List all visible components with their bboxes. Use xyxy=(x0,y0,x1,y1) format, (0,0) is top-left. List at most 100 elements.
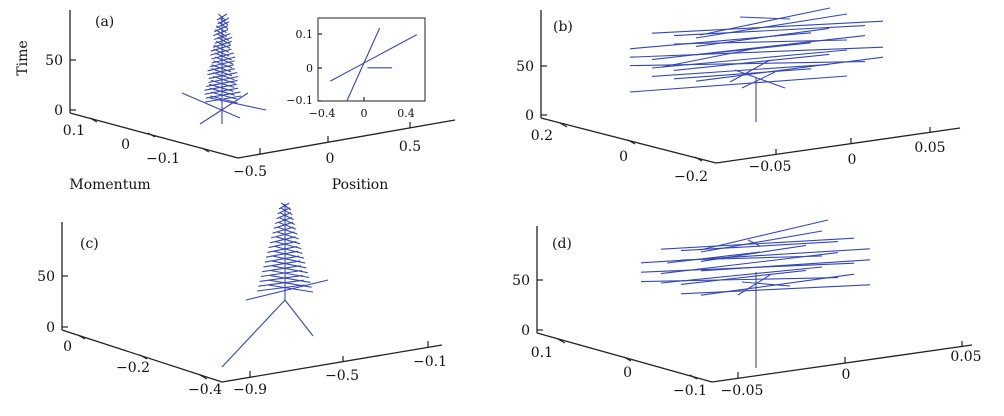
a-inset-line xyxy=(330,60,368,82)
a-inset: 0.1 0 −0.1 −0.4 0 0.4 xyxy=(286,17,426,120)
a-inset-xtick-label: 0.4 xyxy=(397,107,415,120)
b-xtick-label: 0.05 xyxy=(914,140,945,156)
d-trajectory-segment xyxy=(680,284,871,295)
a-inset-lines xyxy=(330,27,418,102)
c-trajectory-segment xyxy=(258,279,304,287)
a-inset-ytick-label: 0.1 xyxy=(296,28,314,41)
a-inset-xtick-label: 0 xyxy=(361,107,368,120)
b-trajectory-segment xyxy=(673,68,812,80)
c-ytick-mark xyxy=(139,354,148,360)
d-ytick-label: 0.1 xyxy=(531,345,553,361)
c-trajectory-segment xyxy=(275,236,301,245)
c-trajectory-segment xyxy=(256,284,305,292)
c-ytick-label: −0.2 xyxy=(116,360,150,376)
b-trajectory-segment xyxy=(651,63,830,77)
a-inset-ytick-label: −0.1 xyxy=(286,94,313,107)
a-ytick-label: −0.1 xyxy=(146,151,180,167)
b-trajectory-segment xyxy=(695,56,884,82)
d-trajectory-segment xyxy=(640,277,839,283)
c-ztick-label: 0 xyxy=(46,320,55,336)
a-inset-line xyxy=(346,27,381,102)
b-trajectory-segment xyxy=(729,59,771,83)
a-trajectory-segment xyxy=(181,92,241,119)
c-trajectory-segment xyxy=(274,245,303,254)
b-trajectory-segment xyxy=(629,61,866,67)
c-trajectory-segment xyxy=(274,216,293,225)
a-time-label: Time xyxy=(15,40,31,75)
c-ytick-mark xyxy=(77,334,86,340)
b-panel-label: (b) xyxy=(553,19,573,35)
panel-d: 50 0 0.1 0 −0.1 −0.05 0 0.05 (d) xyxy=(512,219,982,399)
c-trajectory-segment xyxy=(271,265,308,274)
d-ytick-mark xyxy=(689,374,698,380)
c-trajectory-segment xyxy=(268,284,314,293)
b-trajectory-segment xyxy=(629,75,848,93)
c-xtick-label: −0.9 xyxy=(233,382,267,398)
a-inset-line xyxy=(367,34,418,62)
b-xtick-label: 0 xyxy=(848,152,857,168)
a-ytick-mark xyxy=(147,132,156,138)
c-trajectory-segment xyxy=(280,207,293,216)
c-trajectory-segment xyxy=(262,265,302,273)
a-ytick-mark xyxy=(89,117,98,123)
a-trajectory-segment xyxy=(215,40,231,49)
d-trajectory-segment xyxy=(660,237,855,250)
c-trajectory-segment xyxy=(264,255,300,263)
c-trajectory-segment xyxy=(245,279,329,301)
d-ytick-label: 0 xyxy=(623,365,632,381)
c-trajectory-segment xyxy=(263,260,301,268)
b-trajectory-segment xyxy=(651,20,884,34)
a-trajectory-segment xyxy=(214,56,234,65)
c-trajectory-segment xyxy=(276,231,299,240)
c-trajectory-segment xyxy=(221,299,286,368)
a-trajectory-segment xyxy=(219,17,229,26)
a-trajectory-segment xyxy=(210,95,238,104)
b-trajectory-segment xyxy=(629,32,812,50)
d-xtick-label: −0.05 xyxy=(721,383,764,399)
c-trajectory-segment xyxy=(269,274,311,283)
c-x-axis xyxy=(221,344,443,383)
b-trajectory-segment xyxy=(673,53,830,71)
d-trajectory-segment xyxy=(699,219,829,251)
b-ztick-label: 50 xyxy=(516,59,534,75)
c-trajectory-segment xyxy=(284,299,314,337)
b-trajectory xyxy=(629,7,884,122)
b-ztick-label: 0 xyxy=(525,108,534,124)
a-trajectory-segment xyxy=(217,36,231,45)
d-trajectory-segment xyxy=(741,281,791,287)
a-trajectory-segment xyxy=(218,21,229,30)
c-trajectory-segment xyxy=(272,226,294,234)
d-ztick-label: 50 xyxy=(512,273,530,289)
c-trajectory-segment xyxy=(267,245,298,253)
a-position-label: Position xyxy=(332,177,389,193)
d-ytick-mark xyxy=(557,338,566,344)
a-inset-ytick-label: 0 xyxy=(306,62,313,75)
a-momentum-label: Momentum xyxy=(69,177,150,193)
c-trajectory-segment xyxy=(268,241,297,249)
b-ytick-mark xyxy=(559,122,568,128)
d-x-axis xyxy=(711,344,973,383)
a-ztick-label: 50 xyxy=(45,53,63,69)
a-ytick-label: 0.1 xyxy=(63,123,85,139)
b-xtick-label: −0.05 xyxy=(749,159,792,175)
c-trajectory-segment xyxy=(277,226,298,235)
b-trajectory-segment xyxy=(695,13,848,39)
c-trajectory-segment xyxy=(271,231,295,239)
d-trajectory-segment xyxy=(666,251,761,264)
c-ztick-label: 50 xyxy=(37,269,55,285)
d-trajectory-segment xyxy=(700,259,871,272)
b-ytick-label: −0.2 xyxy=(674,169,708,185)
a-trajectory-segment xyxy=(212,75,236,85)
a-ztick-label: 0 xyxy=(54,103,63,119)
c-trajectory-segment xyxy=(273,221,293,229)
b-trajectory-segment xyxy=(651,35,866,61)
a-xtick-label: 0.5 xyxy=(399,139,421,155)
d-trajectory-segment xyxy=(747,239,761,247)
c-trajectory-segment xyxy=(281,202,292,211)
a-trajectory xyxy=(181,13,267,125)
b-ytick-mark xyxy=(694,156,703,162)
c-trajectory-segment xyxy=(278,221,297,230)
c-xtick-label: −0.1 xyxy=(413,354,447,370)
a-inset-xtick-label: −0.4 xyxy=(309,107,336,120)
